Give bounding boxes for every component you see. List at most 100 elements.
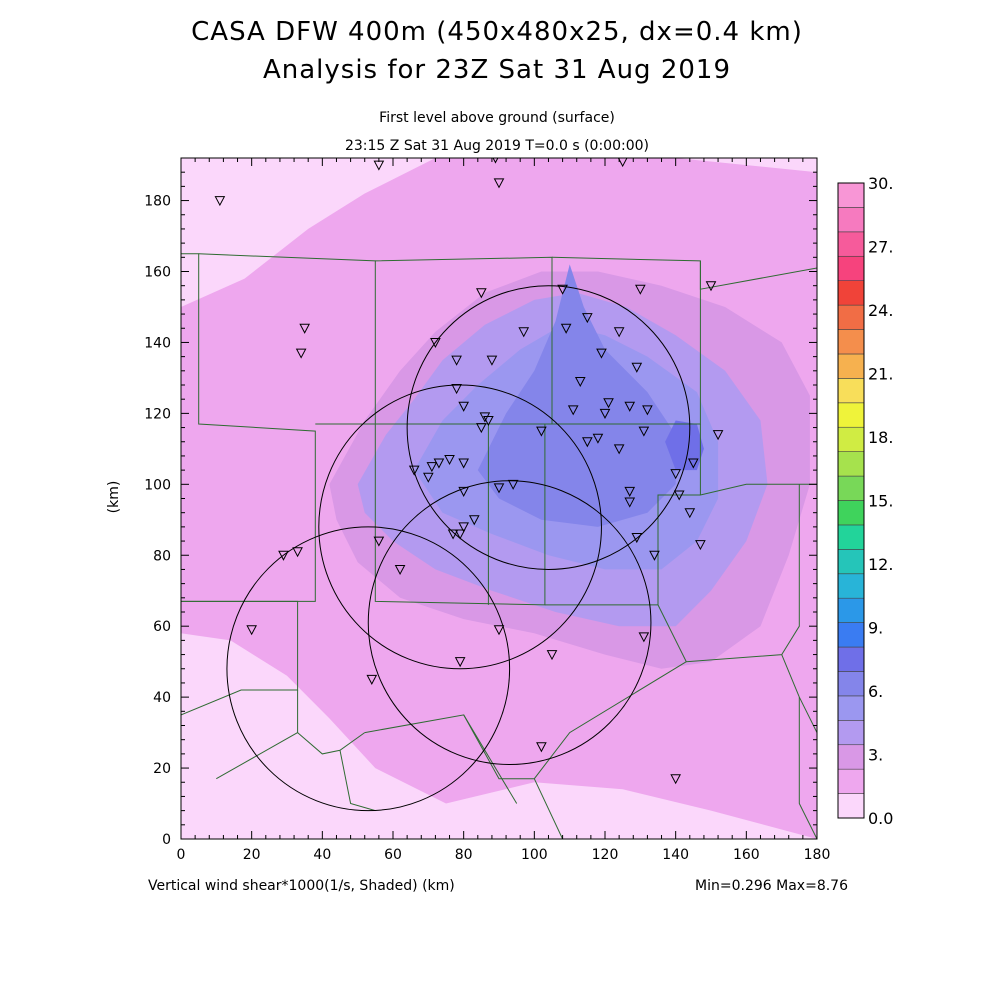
footer-min-max: Min=0.296 Max=8.76 bbox=[695, 878, 848, 894]
y-tick-label: 60 bbox=[153, 619, 171, 635]
colorbar-label: 12. bbox=[868, 555, 893, 574]
colorbar-swatch bbox=[837, 255, 865, 281]
station-marker bbox=[292, 547, 303, 558]
colorbar-label: 6. bbox=[868, 682, 883, 701]
station-marker bbox=[642, 405, 653, 416]
station-marker bbox=[624, 486, 636, 497]
station-marker bbox=[486, 355, 498, 366]
station-marker bbox=[246, 625, 257, 636]
county-line-6 bbox=[374, 424, 546, 606]
y-tick-label: 120 bbox=[144, 406, 171, 422]
station-marker bbox=[536, 742, 547, 753]
station-marker bbox=[635, 284, 646, 295]
x-tick-label: 80 bbox=[455, 847, 473, 863]
colorbar-swatch bbox=[837, 793, 865, 819]
y-axis-label: (km) bbox=[106, 481, 122, 514]
colorbar-swatch bbox=[837, 207, 865, 233]
station-marker bbox=[582, 313, 593, 324]
station-marker bbox=[705, 281, 717, 292]
colorbar-swatch bbox=[837, 597, 865, 623]
colorbar-swatch bbox=[837, 744, 865, 770]
station-marker bbox=[483, 415, 494, 427]
y-tick-label: 160 bbox=[144, 265, 171, 281]
station-marker bbox=[613, 444, 625, 455]
station-marker bbox=[458, 458, 469, 469]
station-marker bbox=[592, 433, 604, 444]
colorbar-swatch bbox=[837, 720, 865, 746]
station-marker bbox=[567, 405, 579, 416]
station-marker bbox=[476, 288, 487, 299]
colorbar-swatch bbox=[837, 402, 865, 428]
station-marker bbox=[638, 426, 650, 437]
station-marker bbox=[560, 323, 572, 334]
station-marker bbox=[712, 430, 724, 441]
x-tick-label: 140 bbox=[662, 847, 689, 863]
station-marker bbox=[624, 497, 636, 508]
station-marker bbox=[493, 178, 505, 189]
station-marker bbox=[295, 348, 307, 359]
x-tick-label: 100 bbox=[521, 847, 548, 863]
station-marker bbox=[214, 196, 226, 207]
shear-region-6 bbox=[665, 420, 704, 471]
station-marker bbox=[493, 625, 505, 636]
station-marker bbox=[631, 533, 643, 544]
time-subtitle: 23:15 Z Sat 31 Aug 2019 T=0.0 s (0:00:00… bbox=[345, 138, 649, 154]
county-line-5 bbox=[699, 424, 817, 496]
colorbar-swatch bbox=[837, 524, 865, 550]
station-marker bbox=[299, 323, 310, 334]
station-marker bbox=[373, 536, 385, 547]
colorbar-label: 21. bbox=[868, 365, 893, 384]
colorbar-swatch bbox=[837, 329, 865, 355]
station-marker bbox=[454, 657, 466, 668]
x-tick-label: 120 bbox=[592, 847, 619, 863]
colorbar-swatch bbox=[837, 280, 865, 306]
county-line-18 bbox=[798, 697, 817, 839]
colorbar-label: 18. bbox=[868, 428, 893, 447]
station-marker bbox=[695, 540, 706, 551]
colorbar-label: 3. bbox=[868, 746, 883, 765]
y-tick-label: 140 bbox=[144, 335, 171, 351]
x-tick-label: 0 bbox=[177, 847, 186, 863]
colorbar-swatch bbox=[837, 426, 865, 452]
x-tick-label: 40 bbox=[313, 847, 331, 863]
radar-ring-0 bbox=[406, 285, 691, 570]
colorbar-label: 30. bbox=[868, 174, 893, 193]
y-tick-label: 180 bbox=[144, 194, 171, 210]
station-marker bbox=[476, 423, 487, 434]
colorbar-label: 15. bbox=[868, 492, 893, 511]
y-tick-label: 40 bbox=[153, 690, 171, 706]
county-boundaries bbox=[181, 253, 817, 839]
county-line-3 bbox=[551, 256, 701, 425]
county-line-4 bbox=[699, 260, 817, 290]
colorbar-swatch bbox=[837, 475, 865, 501]
station-marker bbox=[613, 327, 625, 338]
x-tick-label: 180 bbox=[804, 847, 831, 863]
colorbar-swatch bbox=[837, 695, 865, 721]
station-marker bbox=[454, 529, 466, 540]
station-marker bbox=[688, 458, 699, 469]
station-marker bbox=[479, 412, 491, 423]
station-marker bbox=[673, 490, 685, 501]
station-marker bbox=[617, 158, 628, 168]
station-marker bbox=[408, 465, 420, 476]
station-marker bbox=[557, 284, 568, 295]
colorbar-label: 24. bbox=[868, 301, 893, 320]
station-marker bbox=[423, 472, 434, 483]
colorbar-swatch bbox=[837, 304, 865, 330]
colorbar-swatch bbox=[837, 353, 865, 379]
station-marker bbox=[670, 469, 681, 480]
county-line-12 bbox=[297, 732, 365, 755]
station-marker bbox=[631, 362, 643, 373]
station-marker bbox=[468, 515, 480, 526]
county-line-16 bbox=[339, 750, 376, 812]
station-marker bbox=[518, 327, 530, 338]
x-tick-label: 20 bbox=[243, 847, 261, 863]
station-marker bbox=[599, 408, 611, 419]
y-tick-label: 100 bbox=[144, 477, 171, 493]
y-tick-label: 80 bbox=[153, 548, 171, 564]
station-marker bbox=[426, 462, 438, 473]
station-marker bbox=[451, 384, 462, 395]
station-marker bbox=[278, 550, 289, 561]
shear-region-5 bbox=[477, 264, 676, 527]
station-marker bbox=[649, 550, 660, 561]
